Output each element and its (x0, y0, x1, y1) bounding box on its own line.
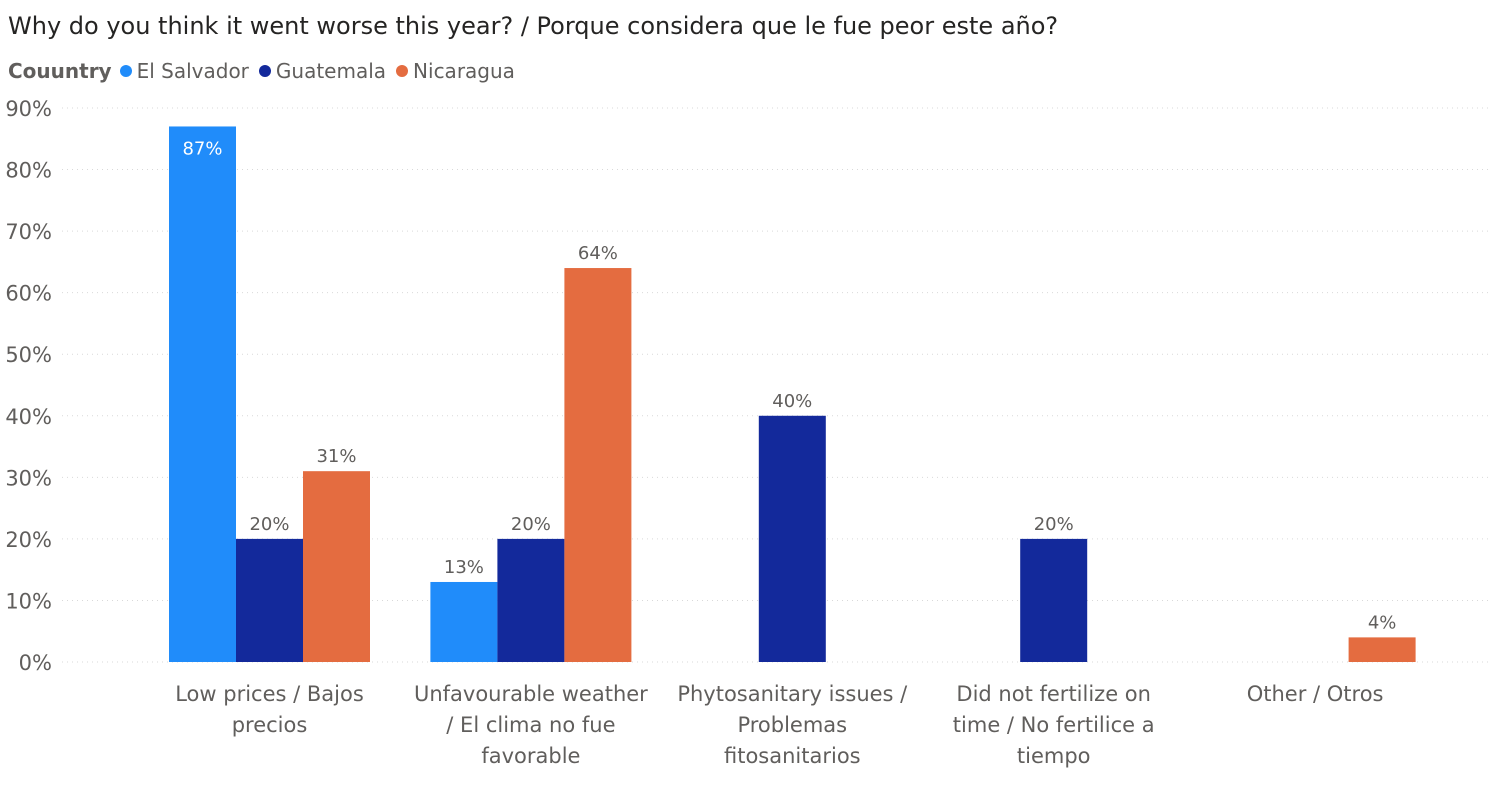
legend-dot-el-salvador (119, 65, 132, 77)
x-tick-label: tiempo (1017, 744, 1091, 768)
data-label: 87% (182, 138, 222, 159)
legend-label-guatemala: Guatemala (275, 59, 387, 83)
x-tick-label: Problemas (737, 713, 847, 737)
y-tick-label: 40% (5, 405, 52, 429)
x-tick-label: / El clima no fue (446, 713, 615, 737)
legend-item-nicaragua[interactable]: Nicaragua (396, 59, 515, 83)
y-tick-label: 60% (5, 282, 52, 306)
y-tick-label: 10% (5, 589, 52, 613)
x-tick-label: Phytosanitary issues / (677, 682, 908, 706)
legend-dot-nicaragua (396, 65, 409, 77)
chart-title: Why do you think it went worse this year… (8, 12, 1059, 40)
data-label: 31% (316, 446, 356, 467)
data-label: 20% (511, 514, 551, 535)
y-tick-label: 30% (5, 466, 52, 490)
y-tick-label: 70% (5, 220, 52, 244)
x-tick-label: precios (232, 713, 308, 737)
legend-label-nicaragua: Nicaragua (413, 59, 515, 83)
legend-title: Couuntry (8, 59, 112, 83)
bar (430, 581, 498, 662)
x-tick-label: time / No fertilice a (953, 713, 1155, 737)
x-tick-label: fitosanitarios (724, 744, 861, 768)
data-label: 64% (578, 243, 618, 264)
bar (497, 538, 565, 662)
bar (564, 268, 632, 662)
bar (758, 415, 826, 662)
bar (1348, 637, 1416, 662)
data-label: 20% (1034, 514, 1074, 535)
y-tick-label: 50% (5, 343, 52, 367)
legend-item-guatemala[interactable]: Guatemala (258, 59, 387, 83)
x-tick-label: Other / Otros (1247, 682, 1384, 706)
data-label: 40% (772, 391, 812, 412)
x-tick-label: Low prices / Bajos (175, 682, 364, 706)
data-label: 4% (1368, 612, 1397, 633)
x-tick-label: Did not fertilize on (956, 682, 1151, 706)
bar (169, 126, 236, 662)
y-tick-label: 80% (5, 159, 52, 183)
data-label: 20% (249, 514, 289, 535)
bar (236, 538, 303, 662)
y-tick-label: 90% (5, 97, 52, 121)
bar (1020, 538, 1088, 662)
x-tick-label: Unfavourable weather (414, 682, 648, 706)
data-label: 13% (444, 557, 484, 578)
x-tick-label: favorable (481, 744, 580, 768)
legend-item-el-salvador[interactable]: El Salvador (119, 59, 249, 83)
legend-label-el-salvador: El Salvador (136, 59, 249, 83)
legend-dot-guatemala (258, 65, 271, 77)
y-tick-label: 20% (5, 528, 52, 552)
bar (303, 471, 370, 662)
legend: Couuntry El Salvador Guatemala Nicaragua (8, 58, 525, 84)
y-tick-label: 0% (19, 651, 52, 675)
